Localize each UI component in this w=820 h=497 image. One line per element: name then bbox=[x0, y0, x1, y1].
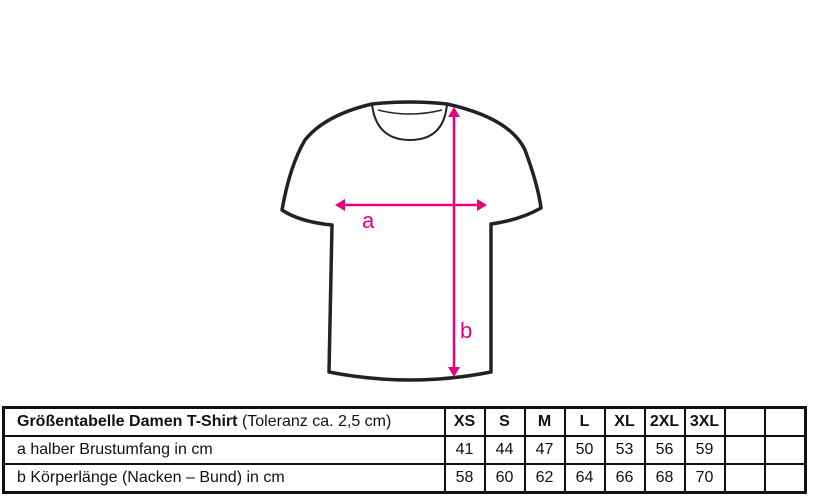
size-header: 2XL bbox=[643, 406, 686, 437]
cell: 47 bbox=[523, 435, 566, 465]
cell: 70 bbox=[683, 463, 726, 494]
cell: 53 bbox=[603, 435, 646, 465]
table-header-row: Größentabelle Damen T-Shirt (Toleranz ca… bbox=[2, 406, 806, 437]
row-label: a halber Brustumfang in cm bbox=[2, 435, 446, 465]
cell bbox=[763, 435, 806, 465]
label-b: b bbox=[460, 318, 472, 343]
row-label: b Körperlänge (Nacken – Bund) in cm bbox=[2, 463, 446, 494]
size-header: L bbox=[563, 406, 606, 437]
cell: 41 bbox=[443, 435, 486, 465]
size-header: S bbox=[483, 406, 526, 437]
cell: 58 bbox=[443, 463, 486, 494]
cell: 60 bbox=[483, 463, 526, 494]
size-header: M bbox=[523, 406, 566, 437]
cell bbox=[763, 463, 806, 494]
size-header: XS bbox=[443, 406, 486, 437]
cell bbox=[723, 435, 766, 465]
size-header bbox=[763, 406, 806, 437]
cell: 50 bbox=[563, 435, 606, 465]
table-title: Größentabelle Damen T-Shirt (Toleranz ca… bbox=[2, 406, 446, 437]
label-a: a bbox=[362, 208, 375, 233]
cell: 66 bbox=[603, 463, 646, 494]
cell: 59 bbox=[683, 435, 726, 465]
cell: 44 bbox=[483, 435, 526, 465]
size-table: Größentabelle Damen T-Shirt (Toleranz ca… bbox=[2, 406, 807, 494]
size-header bbox=[723, 406, 766, 437]
size-header: XL bbox=[603, 406, 646, 437]
title-note: (Toleranz ca. 2,5 cm) bbox=[241, 413, 392, 430]
cell: 64 bbox=[563, 463, 606, 494]
tshirt-outline bbox=[280, 100, 543, 382]
table-row: b Körperlänge (Nacken – Bund) in cm 58 6… bbox=[2, 463, 806, 494]
cell: 62 bbox=[523, 463, 566, 494]
cell bbox=[723, 463, 766, 494]
cell: 68 bbox=[643, 463, 686, 494]
table-row: a halber Brustumfang in cm 41 44 47 50 5… bbox=[2, 435, 806, 465]
cell: 56 bbox=[643, 435, 686, 465]
tshirt-diagram: a b bbox=[280, 100, 543, 382]
size-header: 3XL bbox=[683, 406, 726, 437]
title-bold: Größentabelle Damen T-Shirt bbox=[17, 413, 238, 430]
